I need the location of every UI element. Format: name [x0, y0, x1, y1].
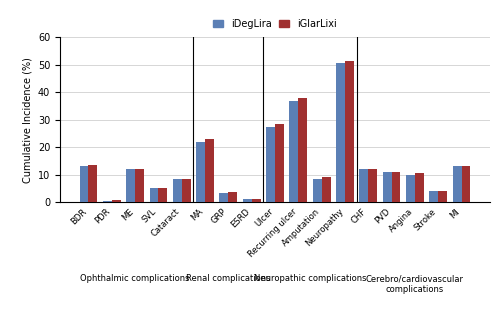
Bar — [80, 166, 88, 202]
Text: Renal complications: Renal complications — [186, 274, 270, 283]
Bar — [383, 172, 392, 202]
Text: Ophthalmic complications: Ophthalmic complications — [80, 274, 190, 283]
Bar — [438, 191, 447, 202]
Bar — [406, 175, 415, 202]
Bar — [243, 199, 252, 202]
Bar — [462, 166, 470, 202]
Text: Cerebro/cardiovascular
complications: Cerebro/cardiovascular complications — [366, 274, 464, 294]
Bar — [368, 169, 377, 202]
Bar — [313, 179, 322, 202]
Legend: iDegLira, iGlarLixi: iDegLira, iGlarLixi — [214, 19, 336, 29]
Bar — [415, 173, 424, 202]
Bar — [392, 172, 400, 202]
Bar — [290, 100, 298, 202]
Bar — [88, 165, 98, 202]
Bar — [112, 200, 120, 202]
Bar — [228, 192, 237, 202]
Bar — [205, 139, 214, 202]
Bar — [126, 169, 135, 202]
Bar — [150, 188, 158, 202]
Bar — [158, 188, 167, 202]
Text: Neuropathic complications: Neuropathic complications — [254, 274, 366, 283]
Bar — [336, 63, 345, 202]
Bar — [266, 127, 275, 202]
Y-axis label: Cumulative Incidence (%): Cumulative Incidence (%) — [22, 57, 32, 183]
Bar — [298, 98, 307, 202]
Bar — [103, 201, 112, 202]
Bar — [182, 179, 190, 202]
Bar — [275, 124, 284, 202]
Bar — [322, 177, 330, 202]
Bar — [252, 199, 260, 202]
Bar — [360, 169, 368, 202]
Bar — [173, 179, 182, 202]
Bar — [220, 193, 228, 202]
Bar — [452, 166, 462, 202]
Bar — [430, 191, 438, 202]
Bar — [196, 142, 205, 202]
Bar — [345, 61, 354, 202]
Bar — [135, 169, 144, 202]
